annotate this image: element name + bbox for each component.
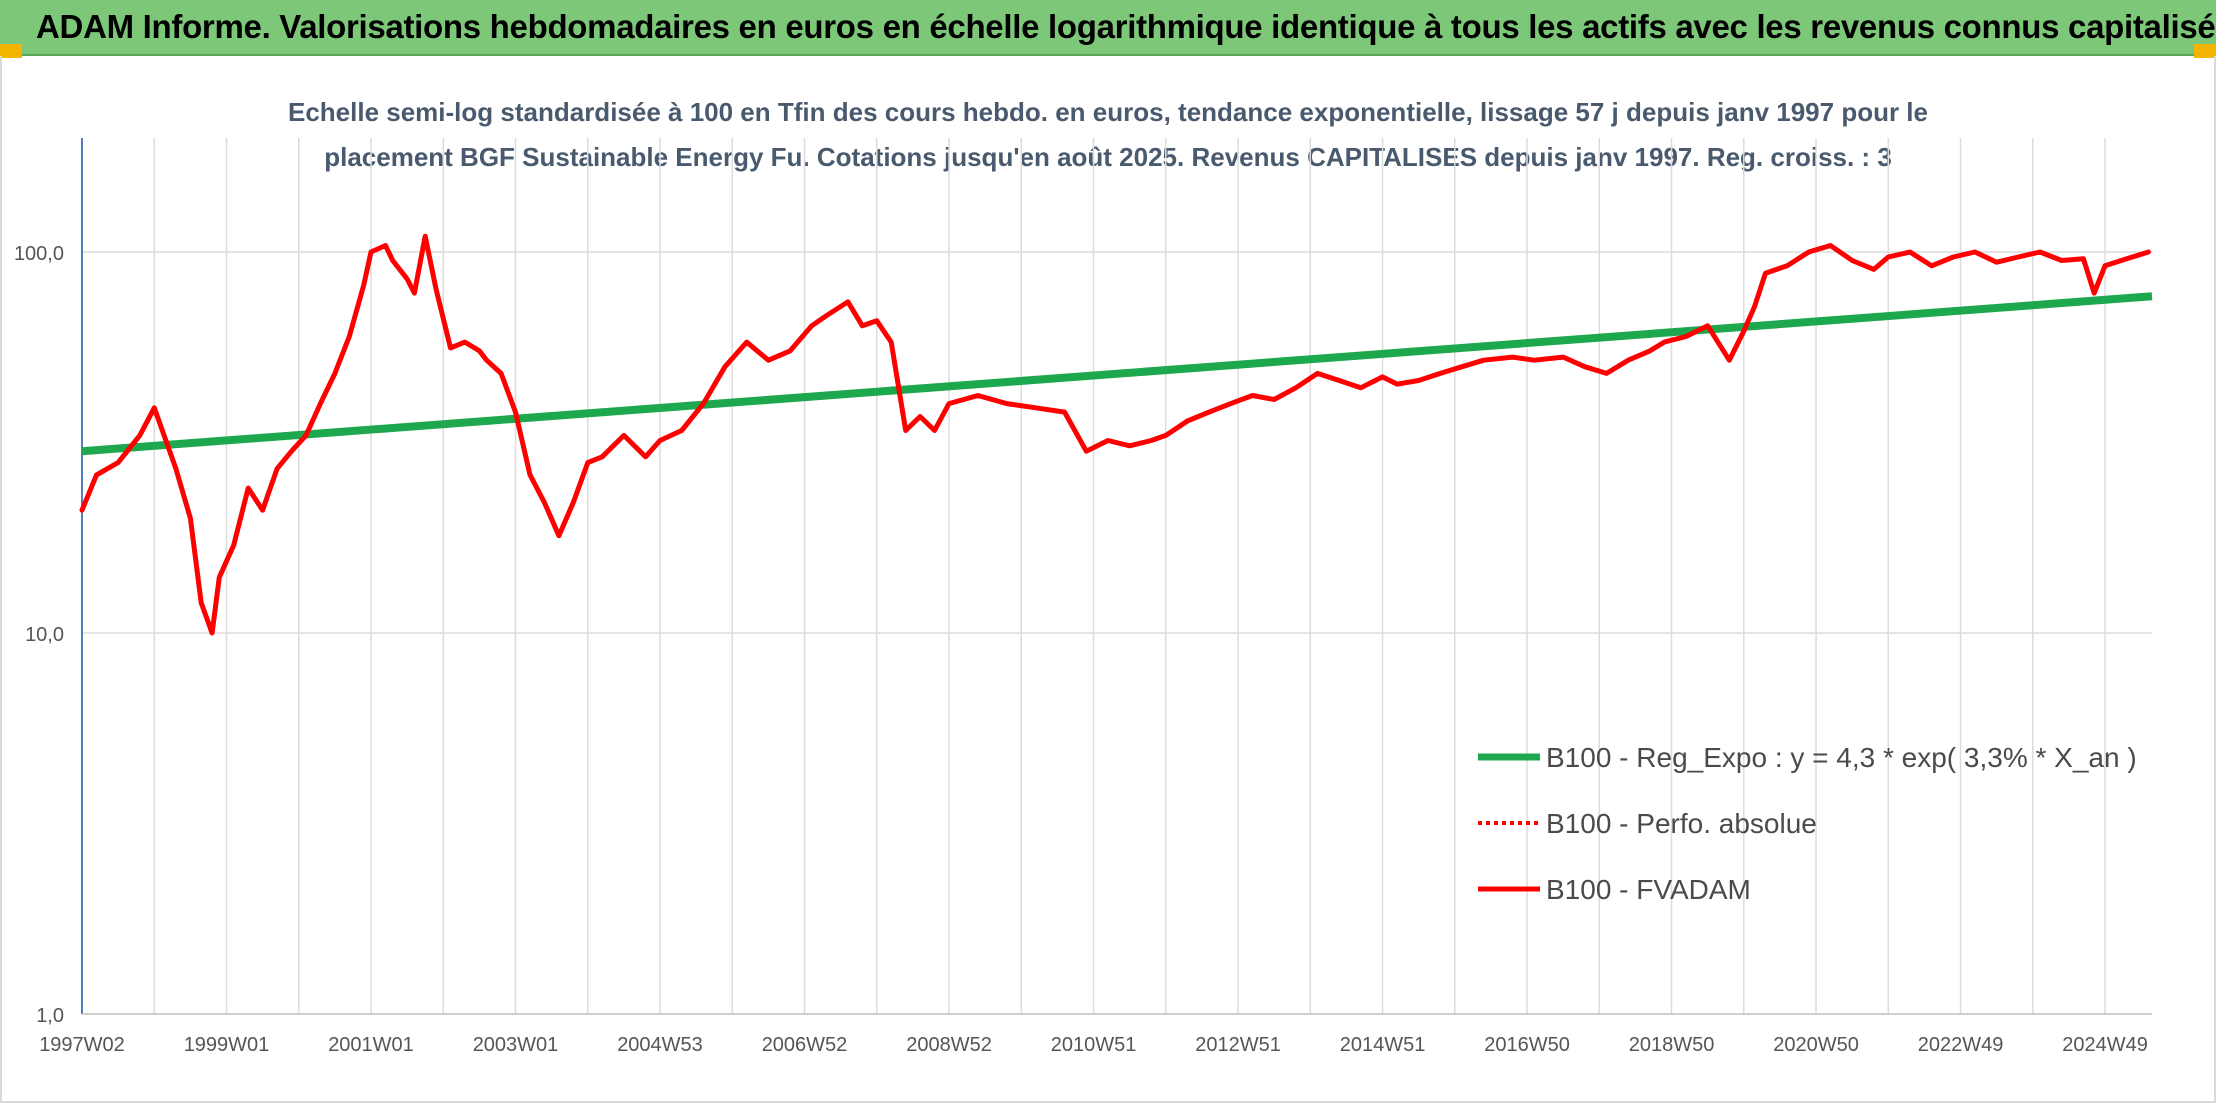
x-tick-label: 1997W02 (39, 1034, 125, 1056)
x-tick-label: 2010W51 (1051, 1034, 1137, 1056)
x-tick-label: 1999W01 (184, 1034, 270, 1056)
report-title: ADAM Informe. Valorisations hebdomadaire… (36, 8, 2216, 45)
x-tick-label: 2020W50 (1773, 1034, 1859, 1056)
legend-label: B100 - Perfo. absolue (1546, 808, 1817, 839)
x-tick-label: 2022W49 (1918, 1034, 2004, 1056)
series-trend-line (81, 292, 2153, 456)
x-tick-label: 2024W49 (2062, 1034, 2148, 1056)
chart-title-line-2: placement BGF Sustainable Energy Fu. Cot… (324, 142, 1892, 172)
x-tick-label: 2001W01 (328, 1034, 414, 1056)
series-fvadam-line (79, 233, 2151, 636)
corner-accent-left (0, 44, 22, 58)
legend-label: B100 - FVADAM (1546, 874, 1751, 905)
x-tick-label: 2018W50 (1629, 1034, 1715, 1056)
y-tick-label: 10,0 (25, 624, 64, 646)
y-tick-label: 100,0 (14, 243, 64, 265)
x-tick-label: 2014W51 (1340, 1034, 1426, 1056)
chart-title-line-1: Echelle semi-log standardisée à 100 en T… (287, 97, 1928, 127)
x-tick-label: 2016W50 (1484, 1034, 1570, 1056)
x-tick-label: 2003W01 (473, 1034, 559, 1056)
y-tick-label: 1,0 (36, 1005, 64, 1027)
title-banner: ADAM Informe. Valorisations hebdomadaire… (0, 0, 2216, 56)
legend-label: B100 - Reg_Expo : y = 4,3 * exp( 3,3% * … (1546, 742, 2137, 773)
x-tick-label: 2004W53 (617, 1034, 703, 1056)
x-tick-label: 2006W52 (762, 1034, 848, 1056)
corner-accent-right (2194, 44, 2216, 58)
x-tick-label: 2008W52 (906, 1034, 992, 1056)
x-tick-label: 2012W51 (1195, 1034, 1281, 1056)
